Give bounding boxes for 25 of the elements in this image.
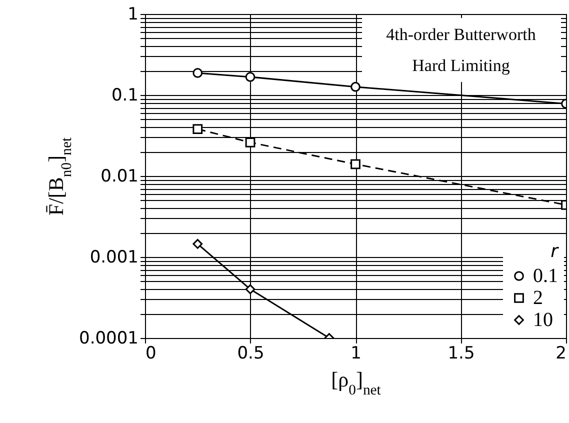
y-tick-label: 1	[128, 4, 138, 24]
x-tick-label: 1	[350, 344, 362, 364]
point	[350, 159, 360, 170]
point	[192, 238, 203, 249]
point	[350, 82, 360, 92]
legend-title: r	[550, 241, 560, 262]
point	[245, 72, 256, 82]
x-tick-label: 2	[556, 344, 566, 364]
x-axis-title: [ρ$_{0}$]$_{net}$	[331, 368, 381, 398]
point	[245, 137, 256, 148]
legend-label: 0.1	[533, 265, 558, 287]
point	[192, 68, 203, 78]
point	[192, 124, 203, 134]
x-tick-label: 1.5	[448, 344, 475, 364]
annotation: Hard Limiting	[412, 56, 510, 75]
annotation: 4th-order Butterworth	[386, 25, 536, 44]
x-tick-label: 0	[146, 344, 156, 364]
y-tick-label: 0.0001	[79, 328, 138, 348]
legend-label: 10	[533, 309, 553, 331]
y-tick-label: 0.01	[100, 166, 138, 186]
y-tick-label: 0.1	[111, 86, 138, 106]
y-tick-label: 0.001	[90, 248, 138, 268]
point	[245, 284, 256, 294]
legend-label: 2	[533, 287, 543, 309]
x-tick-label: 0.5	[237, 344, 264, 364]
